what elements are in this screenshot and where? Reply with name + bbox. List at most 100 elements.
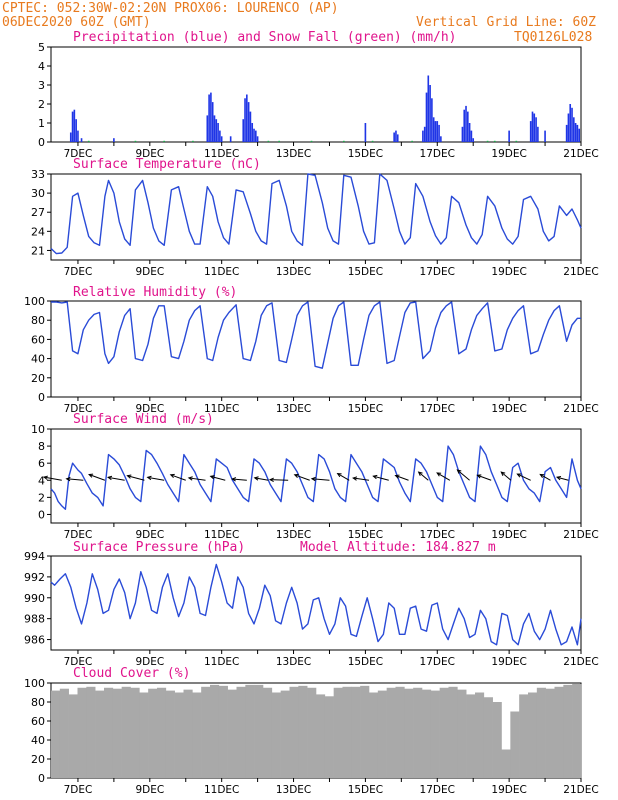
wind-frame — [50, 428, 582, 524]
temperature-ytick-label: 24 — [31, 225, 45, 238]
model-altitude-label: Model Altitude: 184.827 m — [300, 540, 496, 555]
wind-vector-arrow — [337, 473, 350, 481]
precip-bar — [438, 124, 440, 142]
wind-series-line — [50, 445, 582, 510]
cloud-cover-bar — [369, 692, 379, 778]
precip-bar — [434, 121, 437, 142]
precip-bar — [425, 92, 428, 142]
precip-bar — [569, 104, 572, 142]
pressure-ytick-label: 994 — [24, 550, 45, 563]
wind-vector-arrow — [88, 474, 106, 481]
precip-ytick-label: 1 — [38, 117, 45, 130]
precip-ytick-label: 0 — [38, 136, 45, 149]
temperature-xtick-label: 17DEC — [420, 266, 455, 278]
cloud-cover-bar — [386, 687, 396, 778]
humidity-xtick-label: 15DEC — [348, 403, 383, 415]
cloud-cover-bar — [545, 688, 555, 778]
snow-bar — [493, 140, 496, 142]
cloud-cover-bar — [298, 685, 308, 778]
cloud-cover-bar — [174, 692, 184, 778]
temperature-xtick-label: 21DEC — [563, 266, 598, 278]
precip-ytick-label: 2 — [38, 98, 45, 111]
snow-bar — [515, 140, 518, 142]
temperature-ytick-label: 33 — [31, 168, 45, 181]
wind-vector-head — [209, 475, 215, 480]
precip-bar — [535, 117, 537, 142]
cloud-cover-bar — [404, 688, 414, 778]
cloud-cover-bar — [351, 686, 361, 778]
precip-bar — [393, 132, 395, 142]
precip-bar — [247, 102, 250, 142]
cloud-cover-bar — [510, 711, 520, 778]
cloud-cover-bar — [528, 692, 538, 778]
wind-vector-head — [394, 474, 400, 479]
wind-vector-head — [372, 474, 378, 480]
wind-vector-arrow — [436, 472, 451, 481]
cloud-cover-bar — [280, 690, 290, 778]
precip-bar — [422, 130, 424, 142]
precip-frame — [50, 46, 582, 143]
cloud-cover-bar — [554, 686, 564, 778]
wind-vector-arrow — [188, 477, 206, 481]
precip-bar — [77, 130, 79, 142]
wind-xtick-label: 15DEC — [348, 529, 383, 541]
wind-vector-arrow — [418, 471, 429, 481]
precip-xtick-label: 21DEC — [563, 148, 598, 160]
precip-bar — [219, 130, 221, 142]
snow-bar — [343, 140, 345, 142]
precip-bar — [427, 75, 430, 142]
precip-bar — [208, 94, 210, 142]
precip-bar — [71, 111, 74, 142]
precip-bar — [211, 102, 214, 142]
cloud-cover-bar — [422, 689, 432, 778]
cloud-xtick-label: 15DEC — [348, 784, 383, 796]
cloud-cover-bar — [68, 694, 78, 778]
pressure-xtick-label: 17DEC — [420, 656, 455, 668]
wind-vector-head — [293, 473, 299, 479]
precip-bar — [470, 130, 473, 142]
cloud-cover-bar — [130, 687, 140, 778]
temperature-xtick-label: 13DEC — [276, 266, 311, 278]
wind-vector-head — [310, 476, 316, 482]
wind-vector-arrow — [395, 475, 409, 481]
wind-vector-head — [126, 474, 132, 479]
cloud-cover-bar — [77, 687, 87, 778]
temperature-title: Surface Temperature (nC) — [73, 157, 261, 172]
precip-xtick-label: 11DEC — [204, 148, 239, 160]
precip-xtick-label: 13DEC — [276, 148, 311, 160]
humidity-panel: Relative Humidity (%) 0 20 40 60 80 100 7DEC 9D… — [24, 285, 599, 415]
temperature-xtick-label: 9DEC — [135, 266, 164, 278]
precip-bar — [529, 121, 532, 142]
cloud-cover-panel: Cloud Cover (%) 0 20 40 60 80 100 7DEC 9DEC 11DE… — [24, 666, 599, 796]
cloud-cover-bar — [51, 690, 61, 778]
precip-bar — [75, 119, 77, 142]
wind-vector-head — [500, 471, 506, 477]
wind-vector-head — [352, 476, 358, 481]
snow-bar — [278, 140, 280, 142]
wind-vector-head — [65, 476, 71, 482]
cloud-title: Cloud Cover (%) — [73, 666, 190, 681]
wind-vector-head — [253, 476, 259, 481]
humidity-xtick-label: 11DEC — [204, 403, 239, 415]
snow-bar — [267, 140, 270, 142]
cloud-cover-bar — [236, 686, 246, 778]
header-location: CPTEC: 052:30W-02:20N PROX06: LOURENCO (… — [2, 1, 339, 16]
precip-bar — [242, 119, 245, 142]
cloud-cover-bar — [430, 690, 440, 778]
cloud-xtick-label: 13DEC — [276, 784, 311, 796]
temperature-xtick-label: 7DEC — [64, 266, 93, 278]
snow-bar — [134, 140, 137, 142]
cloud-cover-bar — [254, 684, 264, 778]
precip-bar — [436, 121, 439, 142]
cloud-cover-bar — [483, 697, 493, 778]
wind-vector-head — [146, 475, 152, 481]
humidity-xtick-label: 21DEC — [563, 403, 598, 415]
precip-bar — [463, 109, 466, 142]
wind-vector-arrow — [457, 469, 470, 481]
temperature-panel: Surface Temperature (nC) 21 24 27 30 33 7DEC 9… — [31, 157, 599, 278]
humidity-xtick-label: 17DEC — [420, 403, 455, 415]
snow-bar — [163, 140, 165, 142]
wind-vector-head — [476, 474, 482, 479]
precip-bar — [468, 123, 471, 142]
